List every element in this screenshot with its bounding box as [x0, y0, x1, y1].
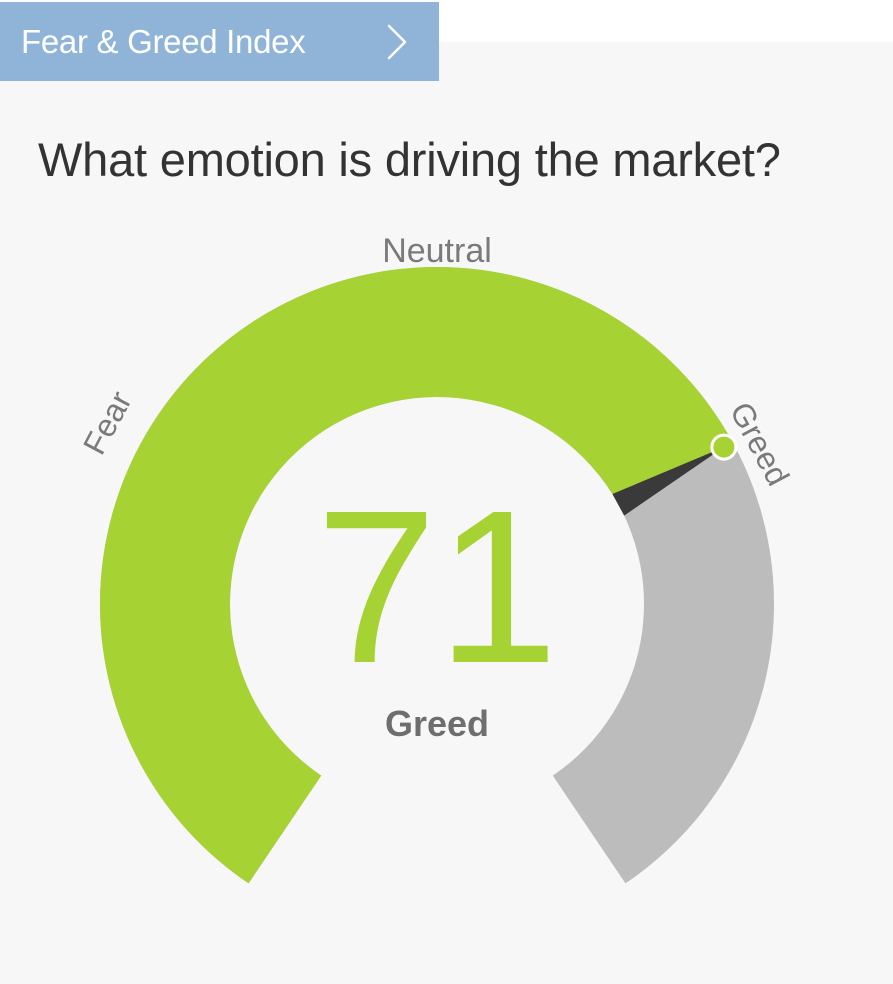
gauge-fill-arc — [99, 267, 733, 884]
zone-label-fear: Fear — [76, 385, 139, 460]
zone-label-neutral: Neutral — [382, 232, 492, 270]
chevron-right-icon — [387, 24, 407, 60]
index-value: 71 — [316, 466, 558, 709]
question-heading: What emotion is driving the market? — [38, 133, 781, 186]
fear-greed-index-tab[interactable]: Fear & Greed Index — [0, 2, 439, 81]
gauge-needle — [612, 447, 724, 516]
index-rating: Greed — [385, 703, 489, 744]
tab-label: Fear & Greed Index — [21, 22, 306, 60]
gauge-needle-knob — [710, 433, 738, 461]
